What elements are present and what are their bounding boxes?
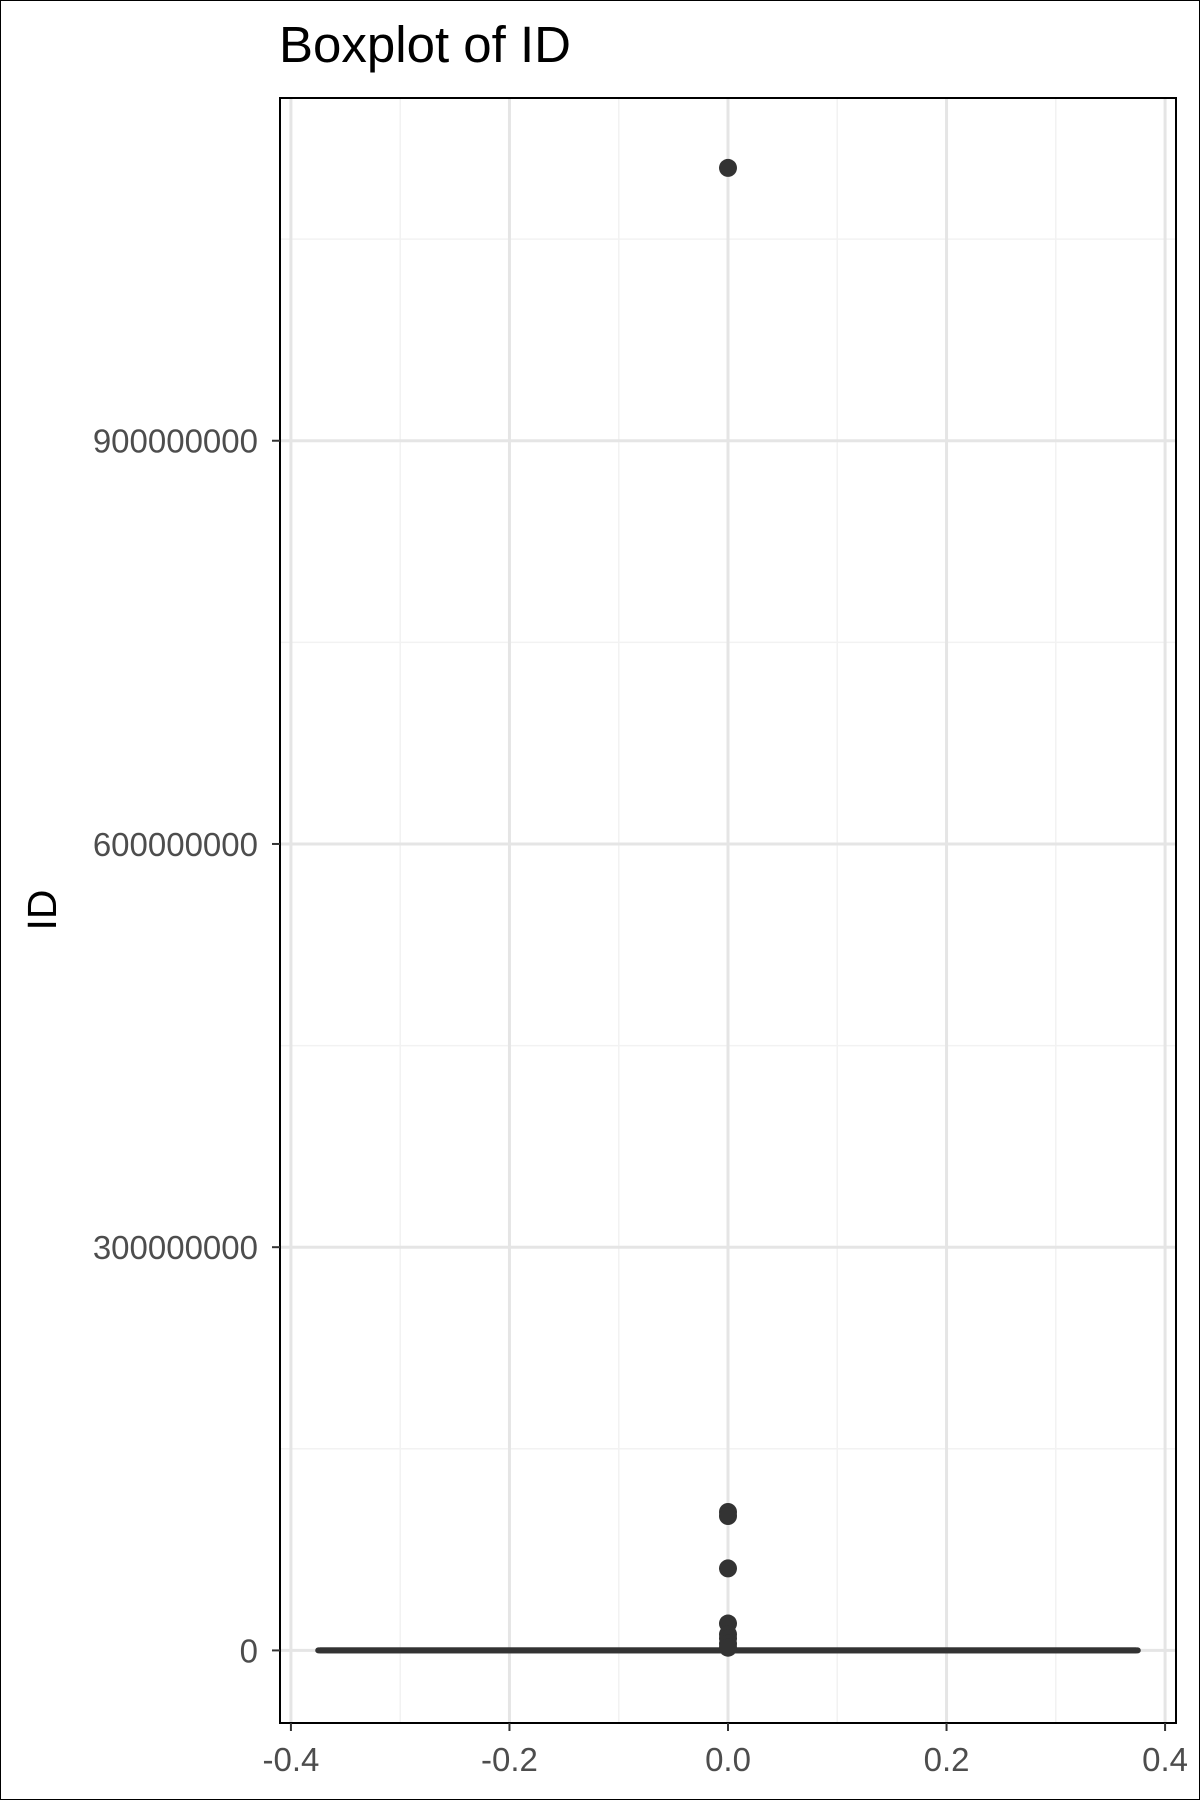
- minor-grid: [280, 98, 1176, 1723]
- x-tick-label: -0.2: [481, 1741, 538, 1778]
- y-tick-label: 0: [240, 1632, 258, 1669]
- y-tick-label: 900000000: [93, 423, 258, 460]
- x-tick-label: -0.4: [262, 1741, 319, 1778]
- x-tick-label: 0.4: [1142, 1741, 1188, 1778]
- x-tick-label: 0.0: [705, 1741, 751, 1778]
- y-tick-label: 300000000: [93, 1229, 258, 1266]
- outlier-point: [719, 158, 737, 177]
- y-axis-title: ID: [19, 890, 65, 931]
- plot-marks: [315, 158, 1141, 1657]
- major-grid: [280, 98, 1176, 1723]
- axis-ticks: [272, 439, 1167, 1731]
- y-tick-labels: 0 300000000 600000000 900000000: [93, 423, 258, 1670]
- x-tick-labels: -0.4 -0.2 0.0 0.2 0.4: [262, 1741, 1188, 1778]
- y-tick-label: 600000000: [93, 826, 258, 863]
- outlier-point: [719, 1507, 737, 1526]
- chart-title: Boxplot of ID: [279, 16, 571, 73]
- x-tick-label: 0.2: [924, 1741, 970, 1778]
- outlier-point: [719, 1559, 737, 1578]
- outlier-point: [719, 1638, 737, 1657]
